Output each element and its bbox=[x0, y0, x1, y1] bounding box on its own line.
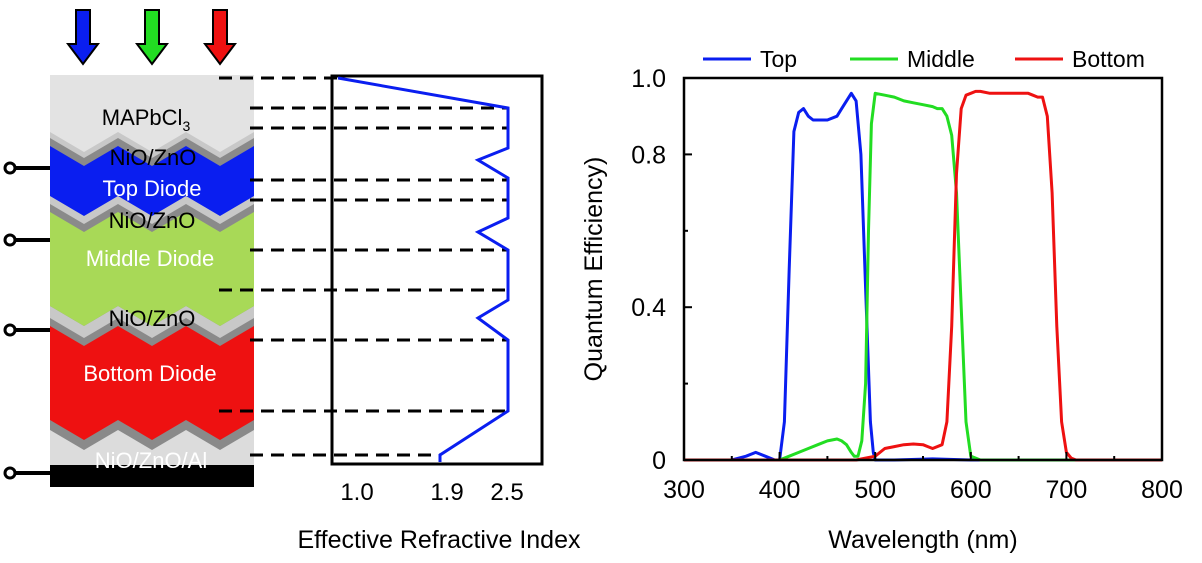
red-arrow-icon bbox=[203, 9, 237, 66]
index-profile-line bbox=[337, 76, 510, 462]
bottom-diode-label: Bottom Diode bbox=[83, 361, 216, 386]
series-middle-line bbox=[684, 91, 1162, 462]
index-tick-label: 1.0 bbox=[340, 479, 373, 506]
bottom-diode-layer bbox=[50, 320, 254, 440]
y-tick-label: 1.0 bbox=[631, 65, 666, 93]
nio-zno-layer-3-light bbox=[50, 306, 254, 338]
interface-dashes bbox=[219, 76, 508, 457]
y-tick-label: 0 bbox=[652, 447, 666, 475]
qe-plot-frame bbox=[682, 76, 1164, 462]
nio-zno-label-3: NiO/ZnO bbox=[109, 306, 196, 331]
terminal-icon bbox=[3, 161, 50, 175]
qe-y-axis-label: Quantum Efficiency) bbox=[580, 157, 608, 382]
qe-x-axis-label: Wavelength (nm) bbox=[828, 526, 1017, 554]
series-top-line bbox=[684, 91, 1162, 462]
mapbcl3-label: MAPbCl3 bbox=[102, 105, 191, 134]
series-bottom-line bbox=[684, 89, 1162, 462]
green-arrow-icon bbox=[135, 9, 169, 66]
qe-legend: Top Middle Bottom bbox=[703, 46, 1145, 72]
middle-diode-label: Middle Diode bbox=[86, 246, 214, 271]
refractive-index-panel: 1.0 1.9 2.5 Effective Refractive Index bbox=[219, 74, 581, 554]
legend-label-bottom: Bottom bbox=[1072, 46, 1145, 72]
nio-zno-layer-2-light bbox=[50, 194, 254, 224]
metal-contact-layer bbox=[50, 465, 254, 487]
quantum-efficiency-chart: 300 400 500 600 700 800 0 0.4 0.8 1.0 Wavelength… bbox=[580, 46, 1183, 554]
x-tick-label: 700 bbox=[1046, 476, 1088, 504]
x-tick-label: 800 bbox=[1141, 476, 1183, 504]
terminal-icon bbox=[3, 233, 50, 247]
nio-zno-label-1: NiO/ZnO bbox=[110, 145, 197, 170]
electrode-label: NiO/ZnO/Al bbox=[95, 448, 207, 473]
nio-zno-layer-1-light bbox=[50, 129, 254, 158]
index-axis-label: Effective Refractive Index bbox=[297, 526, 581, 554]
mapbcl3-layer bbox=[50, 75, 254, 152]
top-diode-layer bbox=[50, 138, 254, 216]
middle-diode-layer bbox=[50, 205, 254, 326]
legend-label-middle: Middle bbox=[907, 46, 975, 72]
x-tick-label: 500 bbox=[854, 476, 896, 504]
y-tick-label: 0.8 bbox=[631, 141, 666, 169]
terminal-icon bbox=[3, 323, 50, 337]
x-tick-label: 600 bbox=[950, 476, 992, 504]
top-diode-label: Top Diode bbox=[102, 176, 201, 201]
blue-arrow-icon bbox=[66, 9, 100, 66]
index-tick-label: 1.9 bbox=[430, 479, 463, 506]
index-plot-frame bbox=[330, 74, 544, 466]
nio-zno-label-2: NiO/ZnO bbox=[109, 208, 196, 233]
terminal-icon bbox=[3, 466, 50, 480]
legend-label-top: Top bbox=[760, 46, 797, 72]
x-tick-label: 400 bbox=[759, 476, 801, 504]
x-tick-label: 300 bbox=[663, 476, 705, 504]
y-tick-label: 0.4 bbox=[631, 294, 666, 322]
device-stack: MAPbCl3 NiO/ZnO Top Diode NiO/ZnO Middle… bbox=[3, 9, 254, 487]
index-tick-label: 2.5 bbox=[490, 479, 523, 506]
